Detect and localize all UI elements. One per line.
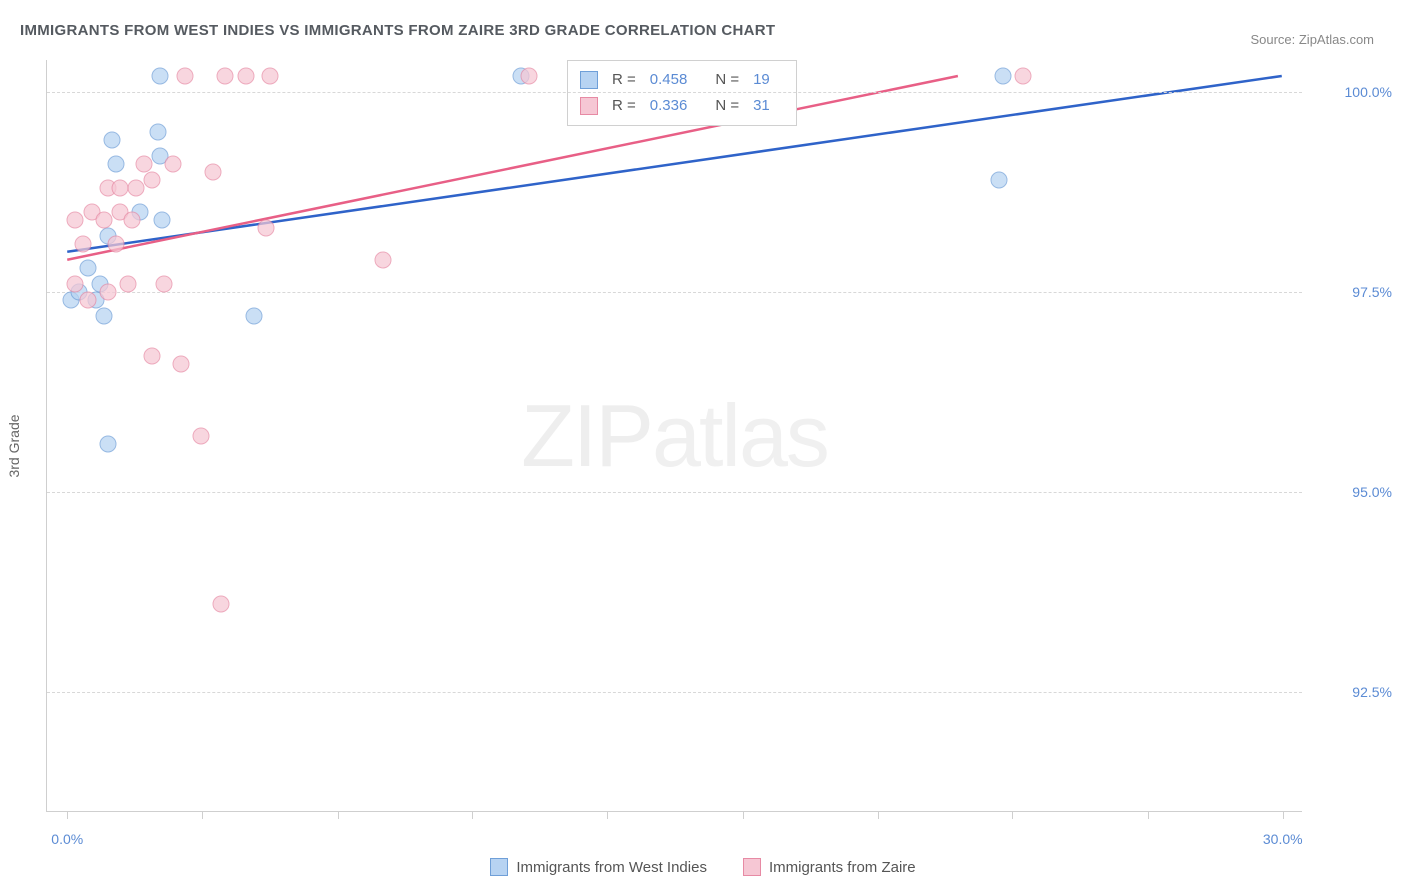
watermark: ZIPatlas <box>521 385 828 487</box>
x-tick <box>202 811 203 819</box>
scatter-point <box>75 236 92 253</box>
scatter-point <box>217 68 234 85</box>
scatter-point <box>995 68 1012 85</box>
scatter-point <box>95 308 112 325</box>
y-tick-label: 92.5% <box>1312 684 1392 700</box>
scatter-point <box>144 172 161 189</box>
scatter-point <box>164 156 181 173</box>
scatter-point <box>152 68 169 85</box>
scatter-point <box>107 236 124 253</box>
x-tick <box>472 811 473 819</box>
n-value: 19 <box>753 67 770 93</box>
x-tick <box>1283 811 1284 819</box>
scatter-point <box>192 428 209 445</box>
scatter-point <box>79 292 96 309</box>
n-label: N = <box>715 93 739 119</box>
correlation-legend: R = 0.458 N = 19 R = 0.336 N = 31 <box>567 60 797 126</box>
scatter-point <box>124 212 141 229</box>
n-label: N = <box>715 67 739 93</box>
scatter-point <box>79 260 96 277</box>
legend-swatch <box>743 858 761 876</box>
n-value: 31 <box>753 93 770 119</box>
legend-swatch <box>580 71 598 89</box>
scatter-point <box>237 68 254 85</box>
grid-line <box>47 92 1302 93</box>
bottom-legend-item: Immigrants from West Indies <box>490 858 707 876</box>
r-label: R = <box>612 93 636 119</box>
scatter-point <box>257 220 274 237</box>
scatter-point <box>172 356 189 373</box>
x-tick <box>743 811 744 819</box>
legend-swatch <box>490 858 508 876</box>
scatter-point <box>111 180 128 197</box>
x-tick <box>1148 811 1149 819</box>
series-name: Immigrants from Zaire <box>769 859 916 876</box>
grid-line <box>47 292 1302 293</box>
scatter-point <box>213 596 230 613</box>
scatter-point <box>107 156 124 173</box>
scatter-point <box>99 284 116 301</box>
scatter-point <box>521 68 538 85</box>
scatter-point <box>95 212 112 229</box>
watermark-thin: atlas <box>652 386 828 485</box>
scatter-point <box>144 348 161 365</box>
scatter-point <box>150 124 167 141</box>
r-label: R = <box>612 67 636 93</box>
y-tick-label: 97.5% <box>1312 284 1392 300</box>
plot-area: ZIPatlas R =0.458N =19R =0.336N =31 92.5… <box>46 60 1302 812</box>
legend-row: R = 0.458 N = 19 <box>580 67 784 93</box>
x-tick <box>1012 811 1013 819</box>
y-tick-label: 95.0% <box>1312 484 1392 500</box>
scatter-point <box>67 276 84 293</box>
scatter-point <box>205 164 222 181</box>
r-value: 0.336 <box>650 93 688 119</box>
y-tick-label: 100.0% <box>1312 84 1392 100</box>
source-label: Source: ZipAtlas.com <box>1250 32 1374 47</box>
trend-lines-svg <box>47 60 1302 811</box>
scatter-point <box>176 68 193 85</box>
scatter-point <box>128 180 145 197</box>
scatter-point <box>991 172 1008 189</box>
chart-title: IMMIGRANTS FROM WEST INDIES VS IMMIGRANT… <box>20 22 775 39</box>
legend-row: R = 0.336 N = 31 <box>580 93 784 119</box>
trend-line <box>67 76 958 260</box>
grid-line <box>47 492 1302 493</box>
x-tick-label: 0.0% <box>51 831 83 847</box>
x-tick <box>607 811 608 819</box>
bottom-legend: Immigrants from West Indies Immigrants fr… <box>0 858 1406 880</box>
scatter-point <box>67 212 84 229</box>
series-name: Immigrants from West Indies <box>516 859 707 876</box>
watermark-bold: ZIP <box>521 386 652 485</box>
scatter-point <box>103 132 120 149</box>
x-tick-label: 30.0% <box>1263 831 1303 847</box>
scatter-point <box>375 252 392 269</box>
scatter-point <box>245 308 262 325</box>
x-tick <box>67 811 68 819</box>
scatter-point <box>154 212 171 229</box>
y-axis-label: 3rd Grade <box>6 414 22 477</box>
scatter-point <box>136 156 153 173</box>
scatter-point <box>156 276 173 293</box>
bottom-legend-item: Immigrants from Zaire <box>743 858 916 876</box>
scatter-point <box>1015 68 1032 85</box>
scatter-point <box>120 276 137 293</box>
legend-swatch <box>580 97 598 115</box>
scatter-point <box>99 436 116 453</box>
grid-line <box>47 692 1302 693</box>
scatter-point <box>261 68 278 85</box>
r-value: 0.458 <box>650 67 688 93</box>
x-tick <box>338 811 339 819</box>
x-tick <box>878 811 879 819</box>
